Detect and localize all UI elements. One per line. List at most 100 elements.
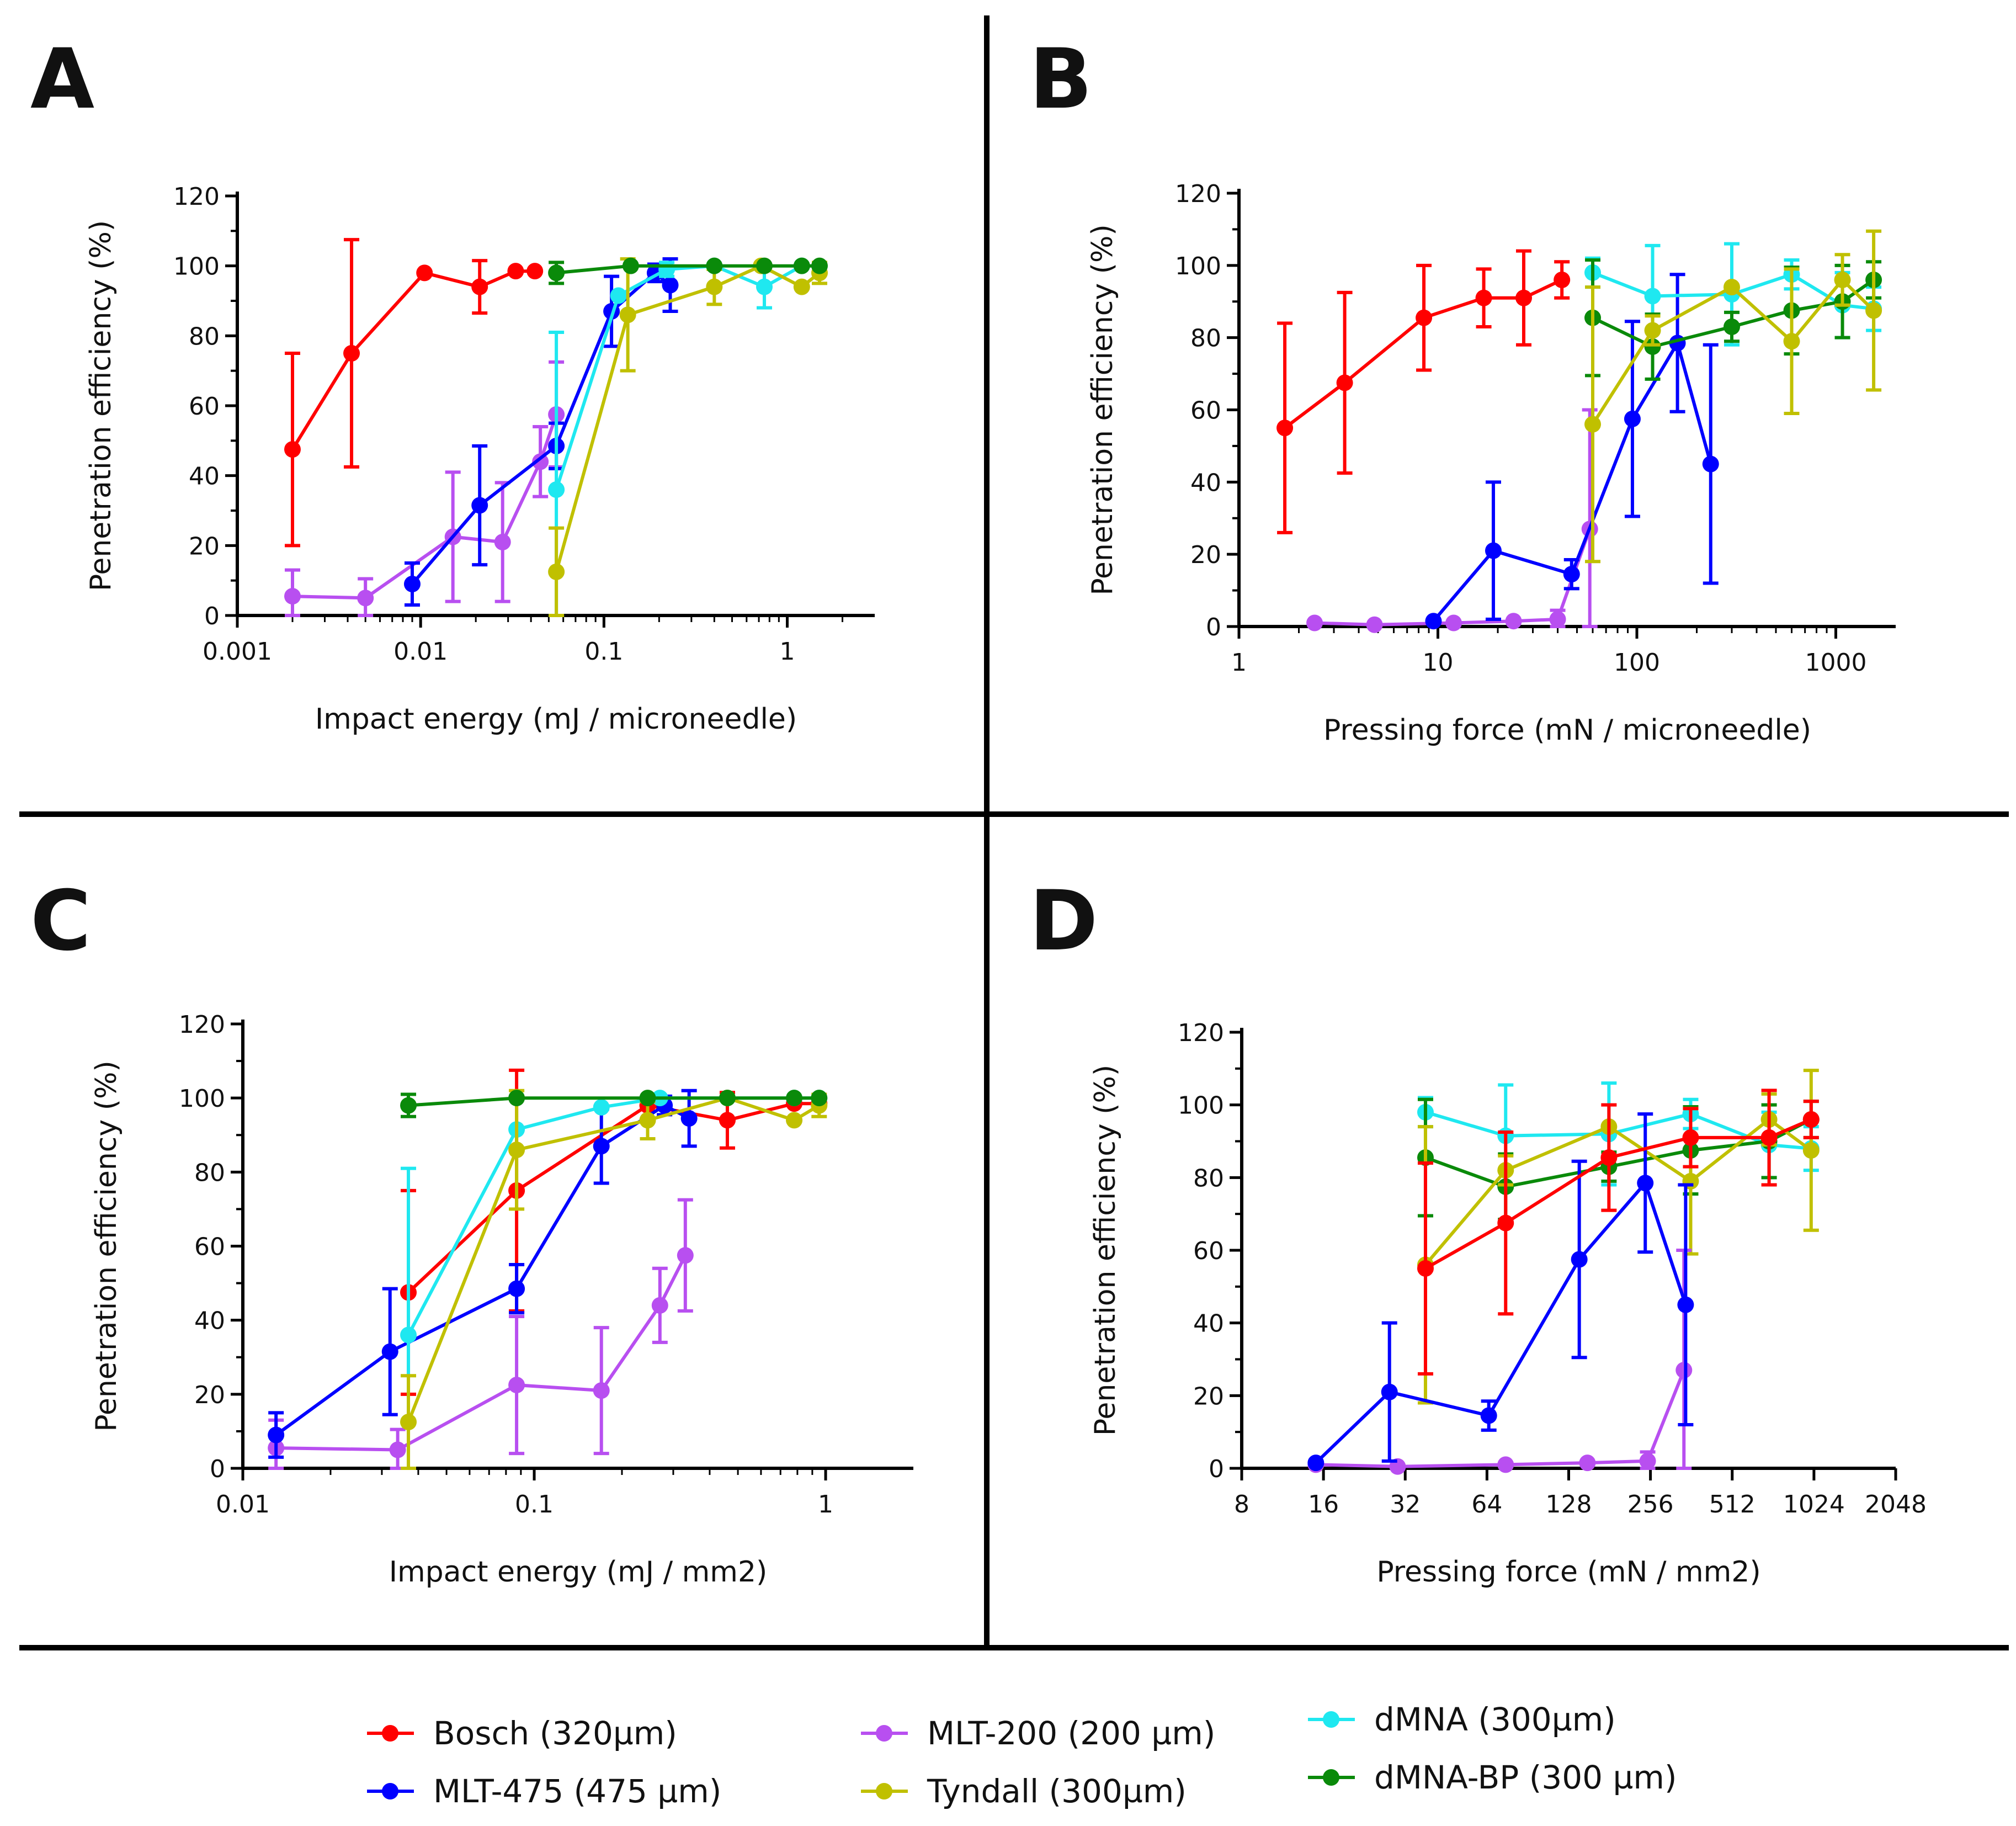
chart-panel-a: 0 20 40 60 80 100 120 0.001 0.01 0.1 1 Impact energ… xyxy=(84,183,875,736)
x-axis-title: Pressing force (mN / mm2) xyxy=(1376,1556,1760,1589)
data-point-tyndall xyxy=(548,563,565,580)
data-point-mlt-200 xyxy=(1505,613,1522,630)
y-tick-label: 80 xyxy=(1193,1164,1224,1192)
data-point-tyndall xyxy=(639,1112,656,1129)
x-axis-title: Impact energy (mJ / microneedle) xyxy=(315,703,797,736)
data-point-mlt-475 xyxy=(1485,542,1502,559)
legend-swatch-marker xyxy=(382,1725,398,1742)
legend-item-mlt-200: MLT-200 (200 µm) xyxy=(861,1714,1215,1752)
y-tick-label: 60 xyxy=(1193,1237,1224,1265)
x-tick-label: 0.01 xyxy=(216,1490,270,1519)
y-tick-label: 120 xyxy=(1178,1019,1224,1047)
data-point-bosch xyxy=(719,1112,736,1129)
legend-swatch-marker xyxy=(382,1783,398,1800)
legend-item-dmna-bp: dMNA-BP (300 µm) xyxy=(1308,1759,1677,1796)
data-point-bosch xyxy=(1475,289,1492,306)
y-tick-label: 80 xyxy=(1190,325,1221,353)
panel-letter-a: A xyxy=(30,31,94,128)
data-point-mlt-475 xyxy=(662,277,679,294)
y-axis-title: Penetration efficiency (%) xyxy=(90,1060,123,1431)
data-point-tyndall xyxy=(619,306,636,323)
data-point-mlt-475 xyxy=(1637,1175,1654,1192)
data-point-dmna xyxy=(756,278,773,295)
series-line-mlt-475 xyxy=(1432,338,1712,623)
series-tyndall xyxy=(400,1089,828,1470)
legend-label: MLT-200 (200 µm) xyxy=(927,1714,1215,1752)
data-point-mlt-475 xyxy=(381,1343,398,1360)
y-tick-label: 120 xyxy=(173,183,220,211)
y-axis-title: Penetration efficiency (%) xyxy=(1089,1065,1122,1436)
data-point-dmna xyxy=(400,1326,417,1344)
y-axis-title: Penetration efficiency (%) xyxy=(84,220,118,591)
series-line-tyndall xyxy=(1424,1117,1812,1266)
series-tyndall xyxy=(1584,229,1882,564)
data-point-bosch xyxy=(343,345,360,362)
data-point-tyndall xyxy=(793,278,810,295)
y-tick-label: 20 xyxy=(189,532,220,560)
data-point-mlt-475 xyxy=(680,1110,698,1127)
data-point-mlt-200 xyxy=(389,1441,406,1458)
data-point-mlt-475 xyxy=(1307,1455,1325,1472)
x-tick-label: 100 xyxy=(1614,649,1660,677)
x-tick-label: 32 xyxy=(1390,1490,1421,1519)
series-line-mlt-200 xyxy=(1315,528,1592,627)
legend-swatch-marker xyxy=(876,1725,892,1742)
panel-letter-d: D xyxy=(1029,873,1098,969)
data-point-mlt-200 xyxy=(508,1377,525,1394)
data-point-bosch xyxy=(1416,309,1433,326)
data-point-tyndall xyxy=(1644,322,1661,339)
data-point-dmna-bp xyxy=(1644,338,1661,355)
data-point-mlt-475 xyxy=(1563,566,1580,583)
y-tick-label: 40 xyxy=(1190,469,1221,497)
y-tick-label: 120 xyxy=(179,1011,225,1039)
legend-label: dMNA (300µm) xyxy=(1374,1701,1616,1738)
series-bosch xyxy=(1417,1089,1820,1376)
data-point-dmna-bp xyxy=(400,1097,417,1114)
series-bosch xyxy=(284,238,544,548)
data-point-bosch xyxy=(1336,374,1353,391)
data-point-tyndall xyxy=(1865,302,1882,319)
data-point-mlt-200 xyxy=(1306,614,1323,631)
data-point-bosch xyxy=(416,264,433,282)
series-mlt-475 xyxy=(1425,273,1719,630)
series-dmna xyxy=(548,257,810,617)
series-mlt-475 xyxy=(268,1089,698,1459)
data-point-mlt-475 xyxy=(268,1426,285,1443)
data-point-mlt-200 xyxy=(1366,616,1383,633)
legend-item-mlt-475: MLT-475 (475 µm) xyxy=(367,1772,721,1810)
y-axis-title: Penetration efficiency (%) xyxy=(1086,224,1119,595)
data-point-tyndall xyxy=(1834,272,1851,288)
y-tick-label: 20 xyxy=(1193,1382,1224,1410)
data-point-mlt-200 xyxy=(1445,614,1462,631)
series-tyndall xyxy=(1417,1069,1820,1405)
legend-item-bosch: Bosch (320µm) xyxy=(367,1714,677,1752)
data-point-bosch xyxy=(1554,272,1571,288)
data-point-mlt-200 xyxy=(1639,1452,1656,1469)
data-point-bosch xyxy=(1600,1149,1618,1166)
data-point-tyndall xyxy=(508,1142,525,1159)
data-point-mlt-200 xyxy=(1549,611,1566,628)
x-tick-label: 2048 xyxy=(1865,1490,1927,1519)
series-line-mlt-200 xyxy=(276,1254,687,1452)
data-point-tyndall xyxy=(1802,1142,1820,1159)
data-point-mlt-475 xyxy=(1480,1407,1497,1424)
data-point-tyndall xyxy=(1783,333,1800,350)
data-point-mlt-200 xyxy=(357,590,374,607)
x-tick-label: 8 xyxy=(1234,1490,1249,1519)
legend-label: MLT-475 (475 µm) xyxy=(433,1772,721,1810)
data-point-tyndall xyxy=(1584,416,1602,433)
panel-letter-b: B xyxy=(1029,31,1092,128)
data-point-mlt-475 xyxy=(1381,1383,1398,1400)
data-point-mlt-475 xyxy=(508,1280,525,1297)
x-tick-label: 1 xyxy=(780,638,795,666)
data-point-mlt-200 xyxy=(1675,1362,1693,1379)
x-tick-label: 128 xyxy=(1546,1490,1592,1519)
series-line-mlt-200 xyxy=(1316,1370,1686,1468)
data-point-dmna xyxy=(548,481,565,498)
data-point-dmna xyxy=(658,261,675,278)
x-tick-label: 16 xyxy=(1308,1490,1339,1519)
data-point-mlt-475 xyxy=(471,497,488,514)
legend-label: dMNA-BP (300 µm) xyxy=(1374,1759,1677,1796)
y-tick-label: 20 xyxy=(194,1381,225,1409)
